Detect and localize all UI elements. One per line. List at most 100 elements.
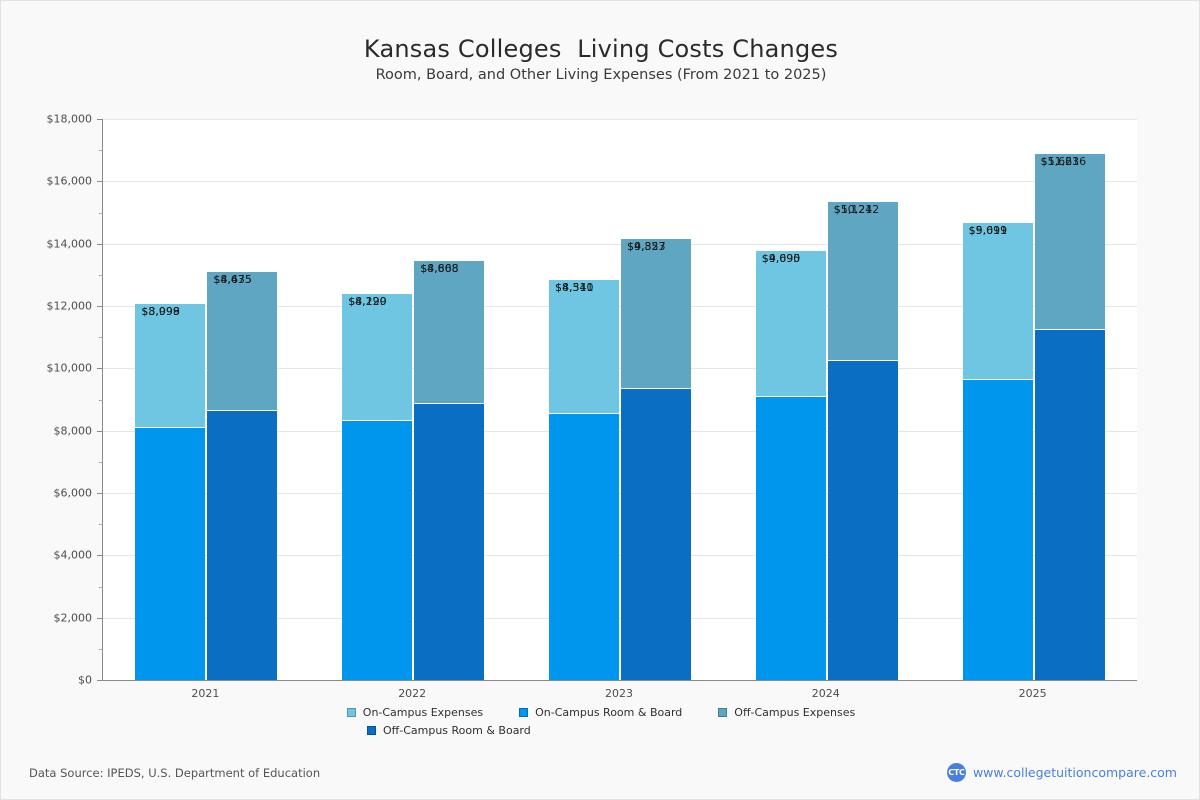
y-axis-tick-label: $4,000 (53, 548, 93, 562)
bar-segment-expenses[interactable] (755, 250, 826, 397)
legend: On-Campus Expenses On-Campus Room & Board… (1, 703, 1200, 739)
bar-value-label-expenses: $5,099 (968, 223, 1008, 237)
data-source-text: Data Source: IPEDS, U.S. Department of E… (29, 766, 321, 780)
bar-value-label-room-board: $11,236 (1040, 155, 1087, 169)
y-tick-major (97, 680, 103, 681)
legend-label: On-Campus Expenses (362, 705, 484, 719)
y-axis-tick-label: $14,000 (46, 237, 93, 251)
bar-value-label-room-board: $8,099 (141, 304, 180, 318)
bar-segment-room-board[interactable] (414, 403, 485, 680)
bar-segment-expenses[interactable] (549, 279, 619, 414)
bar-segment-expenses[interactable] (207, 271, 278, 411)
y-tick-minor (99, 212, 103, 214)
legend-label: Off-Campus Expenses (734, 705, 856, 719)
bar-on-campus-2023[interactable]: $8,541 $4,310 (549, 279, 619, 680)
x-axis-tick-label: 2021 (191, 687, 220, 700)
legend-swatch-icon (346, 707, 356, 717)
bar-segment-room-board[interactable] (342, 421, 413, 680)
x-axis-tick-label: 2023 (605, 687, 633, 700)
gridline (103, 119, 1137, 120)
bar-segment-expenses[interactable] (827, 201, 898, 361)
bar-segment-room-board[interactable] (1034, 329, 1105, 680)
y-tick-major (97, 243, 103, 245)
bar-segment-room-board[interactable] (135, 427, 206, 680)
brand-footer[interactable]: CTC www.collegetuitioncompare.com (946, 763, 1177, 782)
legend-swatch-icon (718, 707, 728, 717)
bar-on-campus-2025[interactable]: $9,611 $5,099 (962, 221, 1033, 680)
bar-segment-room-board[interactable] (827, 360, 898, 680)
legend-item[interactable]: Off-Campus Expenses (718, 706, 855, 719)
x-axis-tick-label: 2022 (398, 687, 427, 700)
plot-area: $8,099 $3,998 $8,635 $4,475 $8,299 $4,120 $8,8… (97, 119, 1137, 681)
bar-value-label-expenses: $4,310 (555, 281, 594, 295)
y-tick-major (97, 555, 103, 557)
y-tick-minor (99, 337, 103, 339)
brand-url-link[interactable]: www.collegetuitioncompare.com (972, 765, 1177, 780)
legend-item[interactable]: On-Campus Room & Board (519, 706, 682, 719)
y-tick-major (97, 617, 103, 619)
legend-item[interactable]: Off-Campus Room & Board (367, 724, 531, 737)
bar-on-campus-2024[interactable]: $9,095 $4,690 (755, 250, 826, 680)
bar-value-label-expenses: $5,121 (833, 203, 873, 217)
bar-value-label-expenses: $4,690 (761, 252, 801, 266)
y-tick-minor (99, 399, 103, 401)
legend-swatch-icon (367, 725, 376, 735)
gridline (103, 181, 1137, 183)
bar-segment-expenses[interactable] (962, 221, 1033, 381)
bar-value-label-expenses: $4,608 (420, 262, 459, 275)
bar-value-label-room-board: $10,242 (833, 203, 880, 217)
bar-segment-room-board[interactable] (755, 396, 826, 680)
y-axis-tick-label: $8,000 (53, 424, 93, 438)
bar-off-campus-2021[interactable]: $8,635 $4,475 (207, 271, 278, 680)
bar-value-label-expenses: $4,120 (348, 294, 387, 308)
y-axis-tick-label: $16,000 (46, 174, 93, 188)
y-tick-major (97, 493, 103, 494)
y-tick-minor (99, 648, 103, 650)
page-subtitle: Room, Board, and Other Living Expenses (… (375, 67, 827, 83)
bar-segment-expenses[interactable] (414, 260, 485, 404)
legend-item[interactable]: On-Campus Expenses (346, 705, 484, 719)
bar-off-campus-2023[interactable]: $9,353 $4,827 (621, 238, 691, 680)
bar-segment-expenses[interactable] (342, 292, 413, 422)
bar-off-campus-2022[interactable]: $8,868 $4,608 (414, 260, 485, 680)
bar-value-label-room-board: $9,611 (968, 223, 1008, 237)
y-tick-major (97, 119, 103, 120)
legend-row: Off-Campus Room & Board (1, 721, 1200, 739)
bar-off-campus-2024[interactable]: $10,242 $5,121 (827, 201, 898, 680)
bar-segment-room-board[interactable] (207, 410, 278, 680)
y-axis-tick-label: $2,000 (53, 611, 93, 625)
y-tick-major (97, 306, 103, 307)
bar-value-label-room-board: $8,868 (420, 262, 459, 275)
y-tick-minor (99, 524, 103, 526)
y-tick-minor (99, 586, 103, 588)
bar-value-label-room-board: $9,095 (761, 252, 801, 266)
bar-segment-room-board[interactable] (549, 413, 619, 680)
gridline (103, 368, 1137, 370)
gridline (103, 617, 1137, 619)
bar-value-label-expenses: $4,827 (627, 240, 666, 254)
ctc-logo-icon: CTC (946, 763, 966, 782)
y-axis-tick-label: $18,000 (46, 112, 93, 126)
page-title: Kansas Colleges Living Costs Changes (363, 35, 839, 63)
bar-off-campus-2025[interactable]: $11,236 $5,661 (1034, 153, 1105, 680)
bar-segment-room-board[interactable] (621, 388, 691, 680)
y-tick-major (97, 368, 103, 370)
y-tick-minor (99, 150, 103, 152)
y-tick-major (97, 430, 103, 432)
bar-segment-expenses[interactable] (621, 238, 691, 389)
bar-value-label-room-board: $9,353 (627, 240, 666, 254)
bar-on-campus-2022[interactable]: $8,299 $4,120 (342, 292, 413, 680)
bar-value-label-expenses: $4,475 (213, 273, 252, 287)
gridline (103, 430, 1137, 432)
y-axis-tick-label: $10,000 (46, 361, 93, 375)
bar-segment-expenses[interactable] (135, 303, 206, 428)
gridline (103, 306, 1137, 307)
bar-segment-room-board[interactable] (962, 380, 1033, 680)
legend-label: Off-Campus Room & Board (383, 723, 531, 737)
y-tick-major (97, 181, 103, 183)
bar-segment-expenses[interactable] (1034, 153, 1105, 330)
y-tick-minor (99, 461, 103, 463)
bar-on-campus-2021[interactable]: $8,099 $3,998 (135, 303, 206, 680)
legend-label: On-Campus Room & Board (535, 705, 683, 719)
